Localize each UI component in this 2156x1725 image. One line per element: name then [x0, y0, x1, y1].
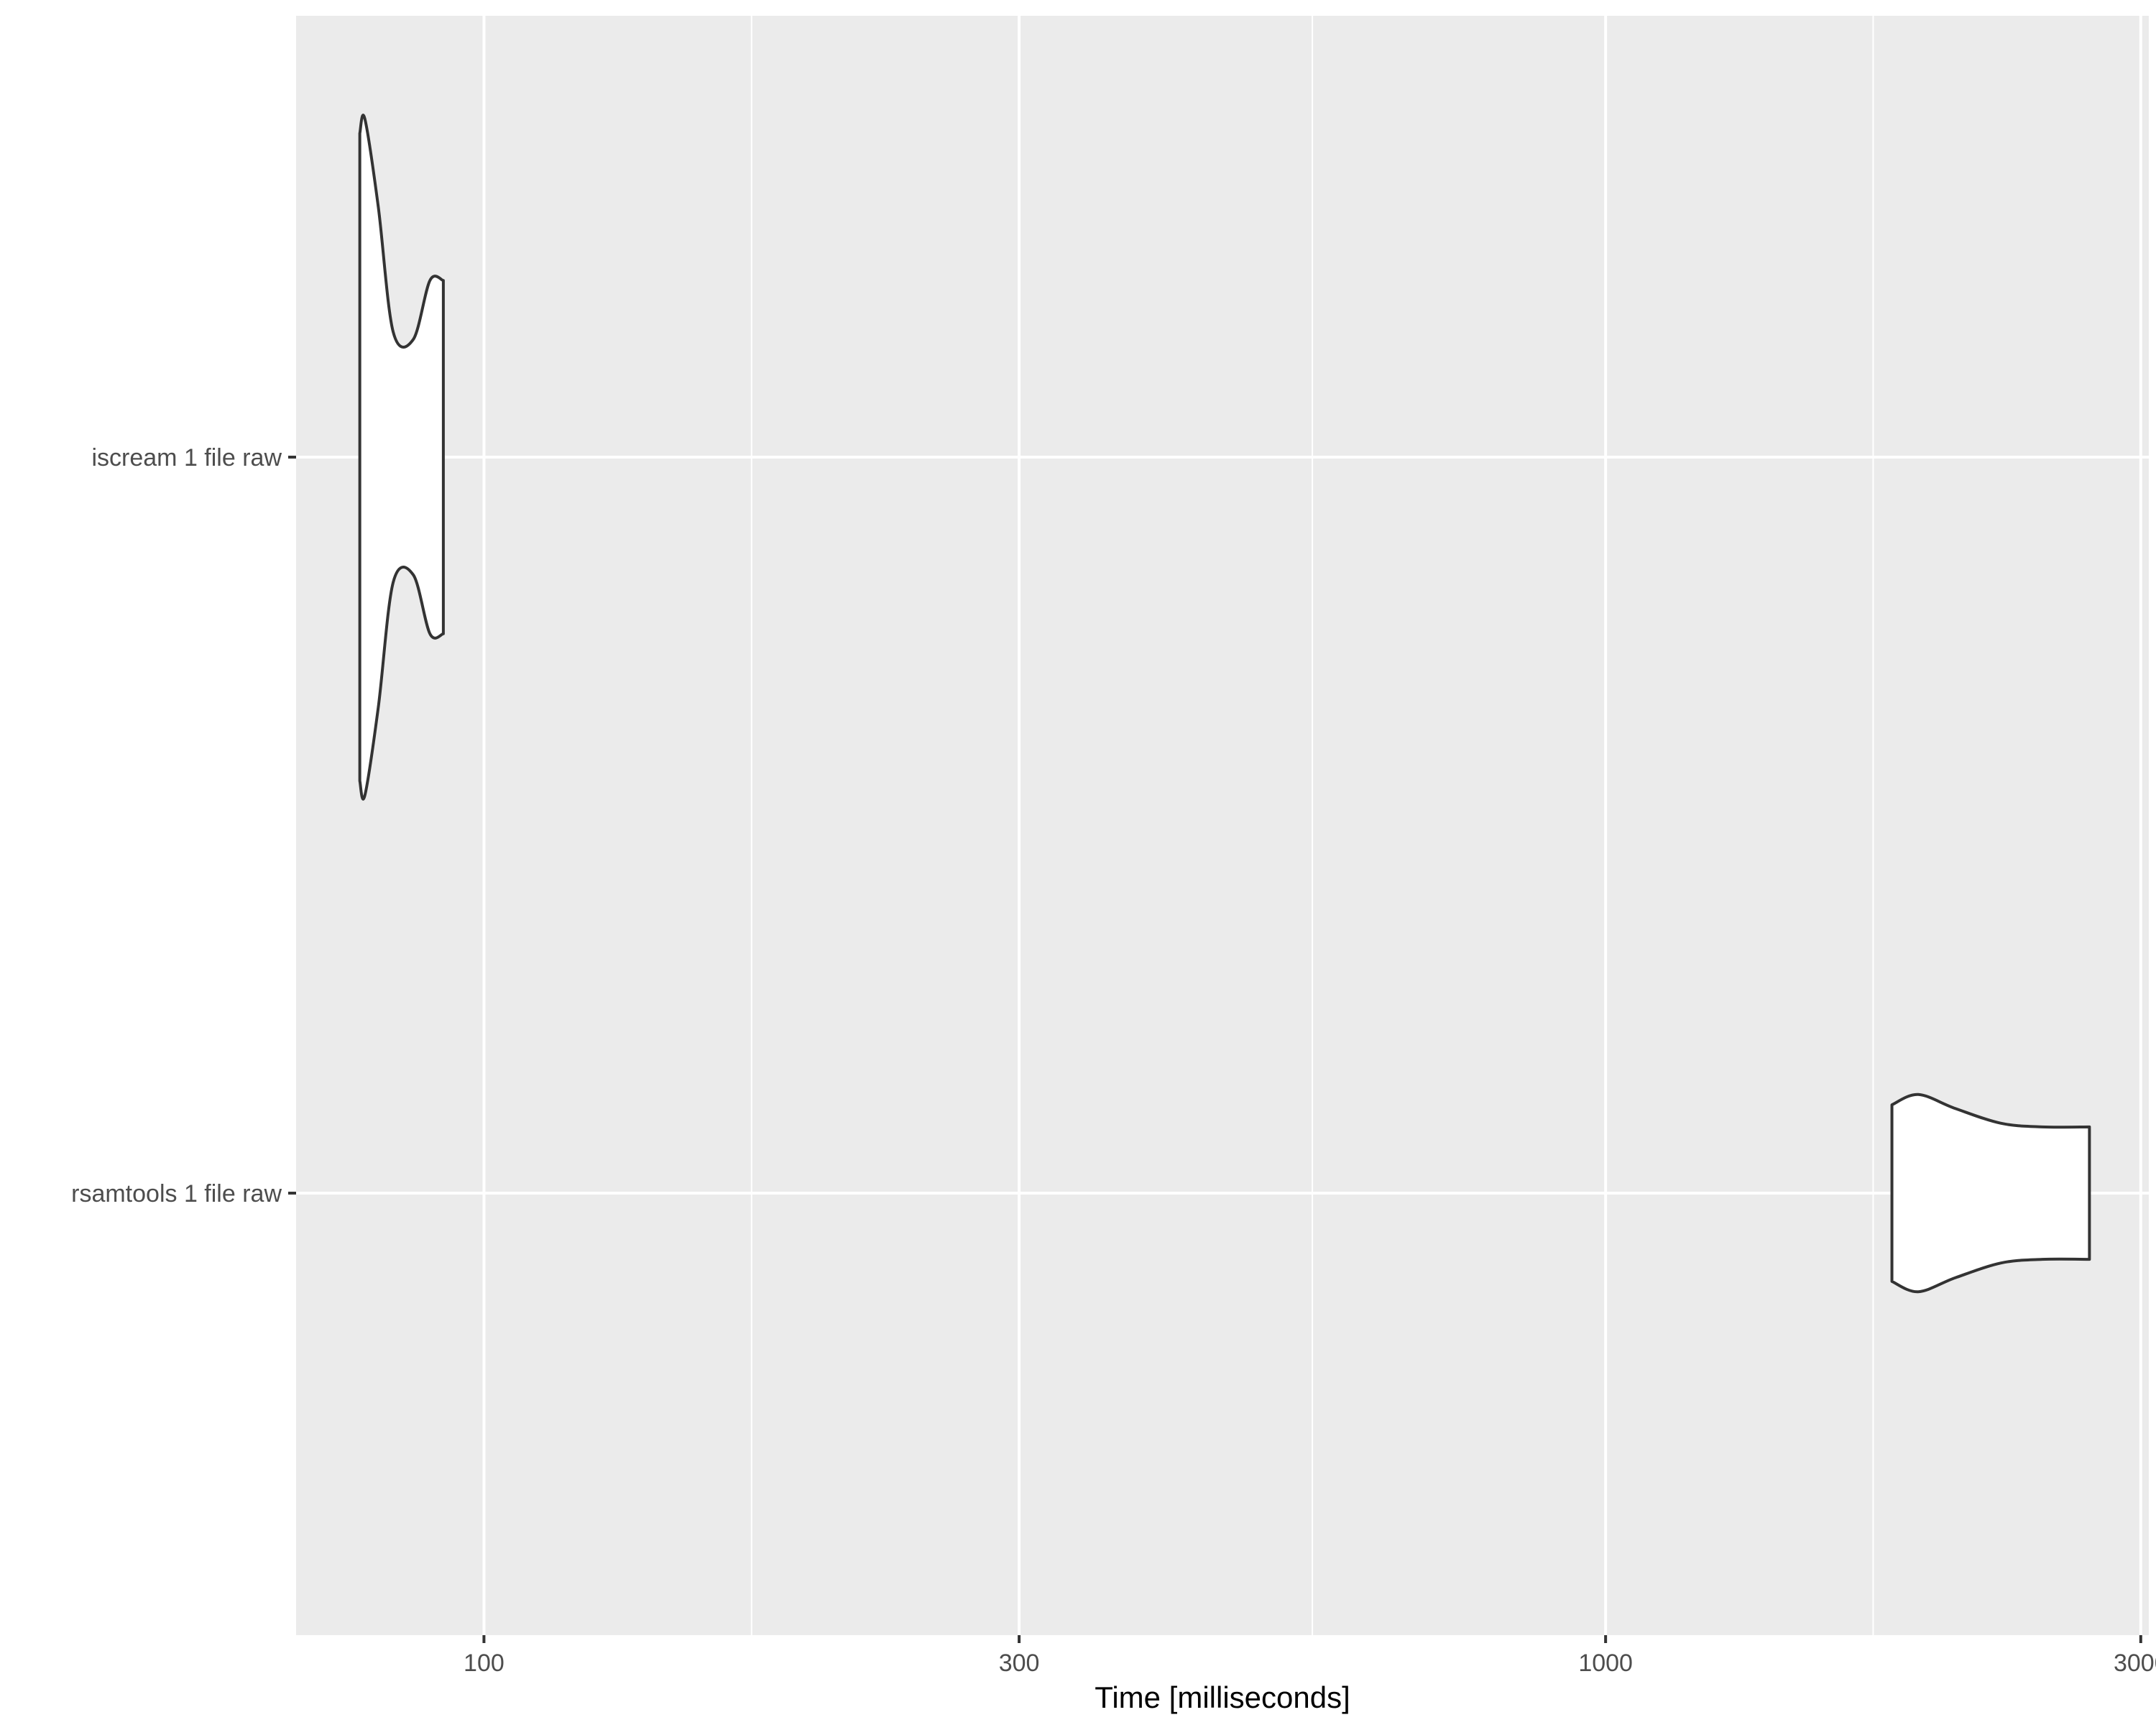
panel-background — [296, 16, 2149, 1635]
y-tick-label: iscream 1 file raw — [91, 444, 282, 472]
x-tick-label: 3000 — [2114, 1650, 2156, 1677]
y-axis: iscream 1 file raw rsamtools 1 file raw — [71, 444, 296, 1208]
violins — [358, 114, 2091, 1294]
y-tick-label: rsamtools 1 file raw — [71, 1180, 282, 1208]
x-axis-title: Time [milliseconds] — [1095, 1680, 1350, 1714]
x-axis: 100 300 1000 3000 — [464, 1635, 2156, 1677]
major-gridlines — [296, 16, 2149, 1635]
violin-rsamtools — [1890, 1092, 2091, 1294]
x-tick-label: 100 — [464, 1650, 505, 1677]
x-tick-label: 1000 — [1578, 1650, 1633, 1677]
x-tick-label: 300 — [999, 1650, 1040, 1677]
minor-gridlines — [750, 16, 1874, 1635]
violin-iscream — [358, 114, 445, 801]
